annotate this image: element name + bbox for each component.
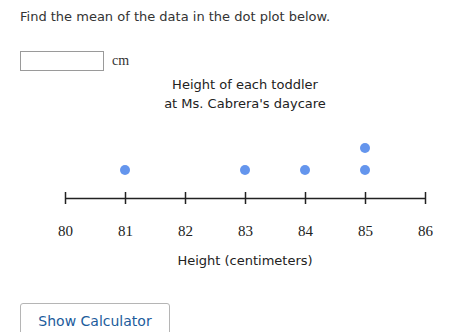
dots xyxy=(120,143,370,175)
question-text: Find the mean of the data in the dot plo… xyxy=(20,9,330,24)
tick-mark xyxy=(425,192,427,204)
chart: Height of each toddler at Ms. Cabrera's d… xyxy=(0,0,457,332)
chart-title: at Ms. Cabrera's daycare xyxy=(164,96,326,111)
x-axis: 80 81 82 83 84 85 86 xyxy=(58,192,434,239)
tick: 84 xyxy=(298,192,314,239)
calculator-button[interactable]: Show Calculator xyxy=(20,303,170,332)
dot xyxy=(360,143,370,153)
tick: 81 xyxy=(118,192,133,239)
chart-title: Height of each toddler xyxy=(172,77,318,92)
tick-label: 80 xyxy=(58,223,73,239)
dot xyxy=(360,165,370,175)
unit-label: cm xyxy=(112,53,129,69)
tick-label: 83 xyxy=(238,223,253,239)
tick-mark xyxy=(185,192,187,204)
tick-mark xyxy=(125,192,127,204)
tick-mark xyxy=(365,192,367,204)
dot xyxy=(300,165,310,175)
dot xyxy=(120,165,130,175)
tick: 85 xyxy=(358,192,373,239)
tick-mark xyxy=(245,192,247,204)
tick-label: 86 xyxy=(418,223,434,239)
tick: 82 xyxy=(178,192,193,239)
x-axis-title: Height (centimeters) xyxy=(177,253,312,268)
dot xyxy=(240,165,250,175)
tick: 80 xyxy=(58,192,73,239)
tick: 86 xyxy=(418,192,434,239)
answer-input[interactable] xyxy=(20,51,104,71)
tick-mark xyxy=(65,192,67,204)
tick: 83 xyxy=(238,192,253,239)
tick-label: 81 xyxy=(118,223,133,239)
tick-label: 82 xyxy=(178,223,193,239)
tick-label: 85 xyxy=(358,223,373,239)
tick-mark xyxy=(305,192,307,204)
tick-label: 84 xyxy=(298,223,314,239)
